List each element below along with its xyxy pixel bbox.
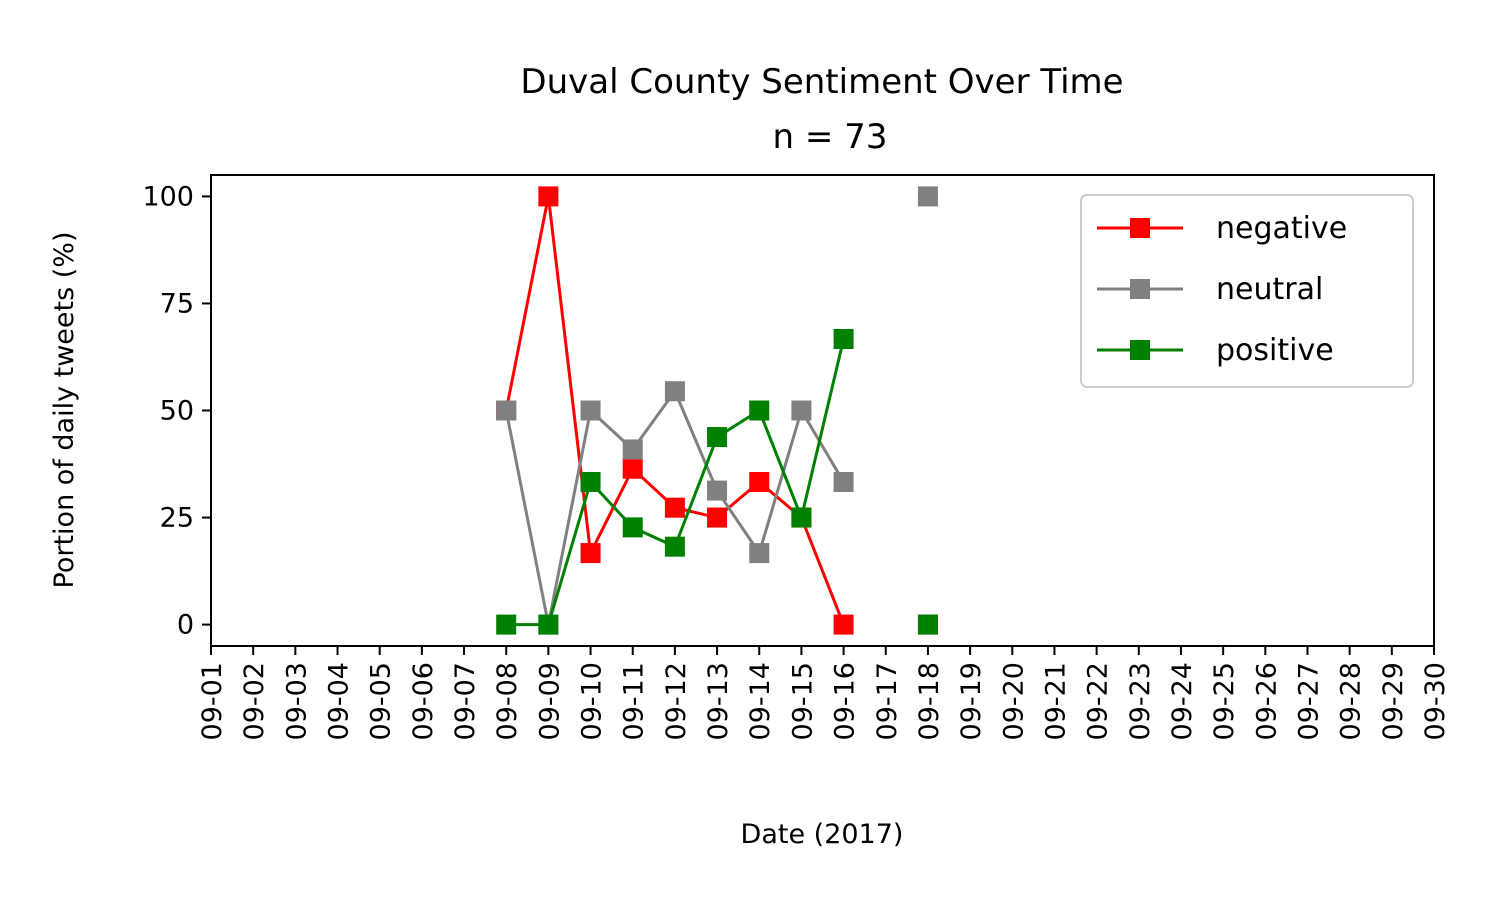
data-point: [749, 543, 770, 564]
legend-marker: [1130, 279, 1150, 299]
data-point: [707, 507, 728, 528]
legend-marker: [1130, 340, 1150, 360]
data-point: [580, 472, 601, 493]
x-tick-label: 09-05: [366, 662, 397, 740]
data-point: [707, 427, 728, 448]
series-line-segment: [673, 436, 719, 548]
y-tick-label: 75: [160, 288, 194, 319]
data-point: [622, 517, 643, 538]
series-line-segment: [546, 410, 593, 625]
x-tick-label: 09-19: [956, 662, 987, 740]
legend-label: neutral: [1216, 272, 1323, 307]
x-tick-label: 09-23: [1125, 662, 1156, 740]
series-line-segment: [799, 338, 846, 518]
data-point: [664, 497, 685, 518]
series-layer: [496, 186, 938, 635]
data-point: [749, 472, 770, 493]
legend-box: [1080, 194, 1414, 388]
x-tick-label: 09-08: [492, 662, 523, 740]
x-tick-label: 09-22: [1083, 662, 1114, 740]
legend-marker: [1130, 218, 1150, 238]
x-tick-label: 09-18: [914, 662, 945, 740]
x-tick-label: 09-20: [998, 662, 1029, 740]
x-tick-label: 09-30: [1420, 662, 1451, 740]
x-tick-label: 09-07: [450, 662, 481, 740]
x-tick-label: 09-27: [1293, 662, 1324, 740]
y-tick-label: 0: [177, 610, 194, 641]
x-tick-label: 09-29: [1378, 662, 1409, 740]
series-line-segment: [504, 410, 550, 625]
data-point: [833, 328, 854, 349]
data-point: [707, 480, 728, 501]
series-positive: [496, 328, 938, 635]
series-line-segment: [504, 196, 550, 411]
data-point: [622, 439, 643, 460]
y-tick-label: 100: [142, 181, 194, 212]
data-point: [538, 614, 559, 635]
x-tick-label: 09-15: [787, 662, 818, 740]
x-tick-label: 09-02: [239, 662, 270, 740]
y-axis-label: Portion of daily tweets (%): [49, 232, 80, 589]
x-tick-label: 09-06: [408, 662, 439, 740]
y-tick-label: 25: [160, 503, 194, 534]
x-tick-label: 09-24: [1167, 662, 1198, 740]
data-point: [580, 543, 601, 564]
series-neutral: [496, 186, 938, 635]
chart-subtitle: n = 73: [773, 117, 888, 157]
data-point: [496, 614, 517, 635]
x-tick-label: 09-12: [661, 662, 692, 740]
x-tick-label: 09-28: [1336, 662, 1367, 740]
data-point: [749, 400, 770, 421]
x-axis-label: Date (2017): [741, 819, 904, 850]
data-point: [917, 614, 938, 635]
series-line-segment: [757, 409, 803, 519]
x-tick-label: 09-13: [703, 662, 734, 740]
x-tick-label: 09-03: [281, 662, 312, 740]
x-tick-label: 09-04: [324, 662, 355, 740]
series-negative: [496, 186, 938, 635]
series-line-segment: [546, 196, 593, 554]
x-tick-label: 09-17: [872, 662, 903, 740]
data-point: [791, 400, 812, 421]
x-tick-label: 09-16: [830, 662, 861, 740]
x-tick-label: 09-26: [1251, 662, 1282, 740]
series-line-segment: [673, 390, 719, 492]
series-line-segment: [715, 489, 761, 554]
x-tick-label: 09-25: [1209, 662, 1240, 740]
legend-label: negative: [1216, 211, 1347, 246]
series-line-segment: [800, 409, 845, 483]
legend: negative neutral positive: [1080, 194, 1414, 388]
series-line-segment: [757, 410, 803, 554]
data-point: [833, 472, 854, 493]
plot-axes: 0 25 50 75 100 09-01 09-02 09-03 09-04 09-05 09-06…: [142, 174, 1451, 740]
chart-title: Duval County Sentiment Over Time: [520, 62, 1123, 102]
series-line-segment: [800, 516, 845, 626]
data-point: [833, 614, 854, 635]
legend-label: positive: [1216, 333, 1334, 368]
data-point: [580, 400, 601, 421]
series-line-segment: [546, 481, 592, 626]
x-tick-label: 09-11: [619, 662, 650, 740]
data-point: [791, 507, 812, 528]
series-line-segment: [589, 468, 635, 554]
x-tick-label: 09-10: [577, 662, 608, 740]
data-point: [538, 186, 559, 207]
x-tick-label: 09-09: [534, 662, 565, 740]
data-point: [917, 186, 938, 207]
x-tick-label: 09-21: [1040, 662, 1071, 740]
x-tick-label: 09-01: [197, 662, 228, 740]
data-point: [622, 458, 643, 479]
data-point: [496, 400, 517, 421]
data-point: [664, 536, 685, 557]
y-tick-label: 50: [160, 396, 194, 427]
x-tick-label: 09-14: [745, 662, 776, 740]
data-point: [664, 381, 685, 402]
